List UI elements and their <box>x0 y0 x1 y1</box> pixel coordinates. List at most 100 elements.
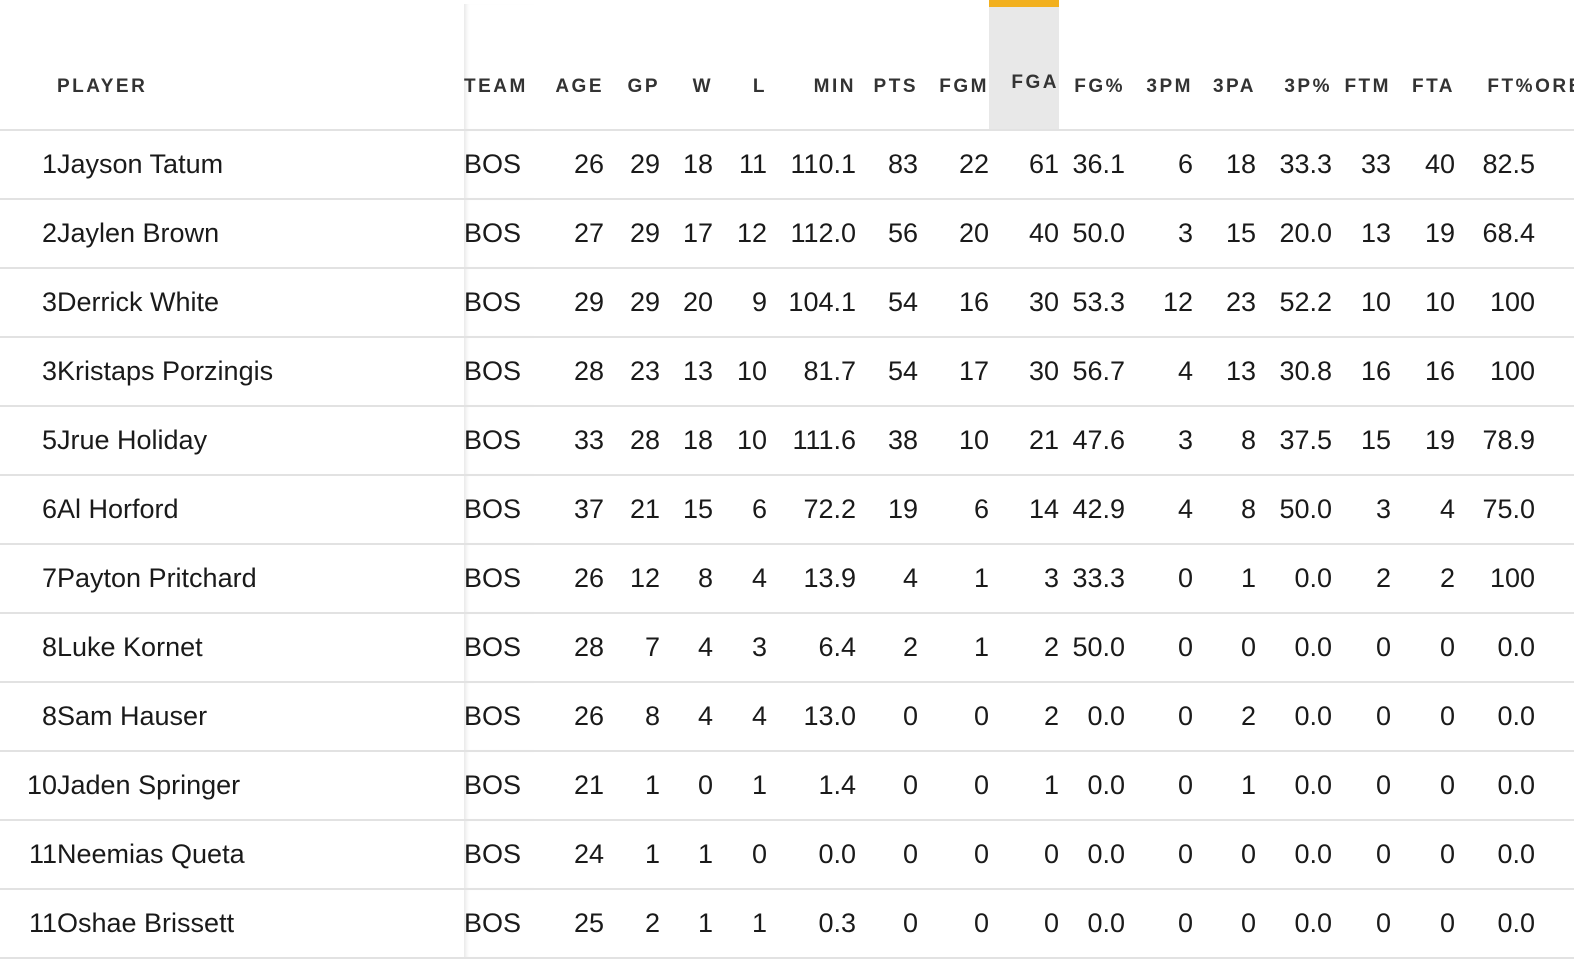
cell-team[interactable]: BOS <box>464 336 534 407</box>
column-header-3pa[interactable]: 3PA <box>1193 3 1256 131</box>
column-header-fta[interactable]: FTA <box>1391 3 1455 131</box>
cell-fgm[interactable]: 22 <box>918 129 989 200</box>
cell-fga[interactable]: 30 <box>989 267 1059 338</box>
table-row: 5 Jrue Holiday BOS 33 28 18 10 111.6 38 10 21 47.6 3… <box>0 405 1574 476</box>
cell-player[interactable]: Jayson Tatum <box>57 129 464 200</box>
cell-3pm[interactable]: 4 <box>1125 474 1193 545</box>
column-header-player[interactable]: PLAYER <box>57 3 464 131</box>
cell-3pa[interactable]: 8 <box>1193 474 1256 545</box>
cell-3pa[interactable]: 2 <box>1193 681 1256 752</box>
column-header-l[interactable]: L <box>713 3 767 131</box>
cell-min: 104.1 <box>767 267 856 338</box>
cell-fgm[interactable]: 17 <box>918 336 989 407</box>
cell-3pa[interactable]: 1 <box>1193 750 1256 821</box>
cell-3pm[interactable]: 3 <box>1125 198 1193 269</box>
cell-oreb <box>1535 612 1574 683</box>
cell-team[interactable]: BOS <box>464 198 534 269</box>
column-header-age[interactable]: AGE <box>534 3 604 131</box>
cell-fga[interactable]: 3 <box>989 543 1059 614</box>
cell-player[interactable]: Jrue Holiday <box>57 405 464 476</box>
cell-3p-pct: 33.3 <box>1256 129 1332 200</box>
cell-l: 1 <box>713 888 767 959</box>
cell-fga[interactable]: 40 <box>989 198 1059 269</box>
column-header-min[interactable]: MIN <box>767 3 856 131</box>
cell-fgm[interactable]: 10 <box>918 405 989 476</box>
cell-3pa[interactable]: 18 <box>1193 129 1256 200</box>
column-header-pts[interactable]: PTS <box>856 3 918 131</box>
cell-min: 110.1 <box>767 129 856 200</box>
cell-player[interactable]: Al Horford <box>57 474 464 545</box>
cell-oreb <box>1535 681 1574 752</box>
cell-pts: 0 <box>856 819 918 890</box>
cell-3pm[interactable]: 6 <box>1125 129 1193 200</box>
cell-fgm[interactable]: 1 <box>918 543 989 614</box>
cell-pts: 54 <box>856 267 918 338</box>
cell-l: 10 <box>713 336 767 407</box>
column-header-ft-pct[interactable]: FT% <box>1455 3 1535 131</box>
cell-3pa[interactable]: 1 <box>1193 543 1256 614</box>
cell-team[interactable]: BOS <box>464 888 534 959</box>
cell-rank: 1 <box>0 129 57 200</box>
cell-fga: 0 <box>989 819 1059 890</box>
cell-team[interactable]: BOS <box>464 267 534 338</box>
cell-player[interactable]: Derrick White <box>57 267 464 338</box>
cell-min: 112.0 <box>767 198 856 269</box>
cell-player[interactable]: Oshae Brissett <box>57 888 464 959</box>
cell-fga[interactable]: 21 <box>989 405 1059 476</box>
cell-3pa[interactable]: 23 <box>1193 267 1256 338</box>
cell-fgm[interactable]: 20 <box>918 198 989 269</box>
cell-w: 18 <box>660 129 713 200</box>
column-header-3pm[interactable]: 3PM <box>1125 3 1193 131</box>
cell-fga[interactable]: 2 <box>989 612 1059 683</box>
cell-team[interactable]: BOS <box>464 543 534 614</box>
cell-team[interactable]: BOS <box>464 129 534 200</box>
cell-fgm[interactable]: 1 <box>918 612 989 683</box>
cell-3p-pct: 0.0 <box>1256 888 1332 959</box>
cell-fgm[interactable]: 16 <box>918 267 989 338</box>
column-header-team[interactable]: TEAM <box>464 3 534 131</box>
cell-team[interactable]: BOS <box>464 474 534 545</box>
column-header-ftm[interactable]: FTM <box>1332 3 1391 131</box>
cell-team[interactable]: BOS <box>464 405 534 476</box>
cell-age: 37 <box>534 474 604 545</box>
cell-team[interactable]: BOS <box>464 681 534 752</box>
cell-player[interactable]: Neemias Queta <box>57 819 464 890</box>
cell-fg-pct: 0.0 <box>1059 819 1125 890</box>
cell-3pa[interactable]: 8 <box>1193 405 1256 476</box>
column-header-oreb[interactable]: OREB <box>1535 3 1574 131</box>
cell-3pm[interactable]: 12 <box>1125 267 1193 338</box>
cell-team[interactable]: BOS <box>464 750 534 821</box>
cell-3p-pct: 0.0 <box>1256 681 1332 752</box>
cell-fga[interactable]: 2 <box>989 681 1059 752</box>
cell-fgm[interactable]: 6 <box>918 474 989 545</box>
cell-player[interactable]: Luke Kornet <box>57 612 464 683</box>
cell-l: 3 <box>713 612 767 683</box>
cell-player[interactable]: Sam Hauser <box>57 681 464 752</box>
cell-fg-pct: 50.0 <box>1059 198 1125 269</box>
column-header-gp[interactable]: GP <box>604 3 660 131</box>
cell-fga[interactable]: 1 <box>989 750 1059 821</box>
cell-w: 1 <box>660 819 713 890</box>
column-header-3p-pct[interactable]: 3P% <box>1256 3 1332 131</box>
cell-3pa[interactable]: 15 <box>1193 198 1256 269</box>
cell-team[interactable]: BOS <box>464 612 534 683</box>
column-header-fg-pct[interactable]: FG% <box>1059 3 1125 131</box>
cell-player[interactable]: Kristaps Porzingis <box>57 336 464 407</box>
cell-3pm[interactable]: 3 <box>1125 405 1193 476</box>
cell-3pa[interactable]: 13 <box>1193 336 1256 407</box>
cell-fga[interactable]: 61 <box>989 129 1059 200</box>
column-header-w[interactable]: W <box>660 3 713 131</box>
cell-player[interactable]: Jaden Springer <box>57 750 464 821</box>
cell-team[interactable]: BOS <box>464 819 534 890</box>
cell-rank: 11 <box>0 819 57 890</box>
column-header-fgm[interactable]: FGM <box>918 3 989 131</box>
column-header-fga[interactable]: FGA <box>989 0 1059 131</box>
cell-3pm[interactable]: 4 <box>1125 336 1193 407</box>
cell-fga[interactable]: 30 <box>989 336 1059 407</box>
cell-l: 11 <box>713 129 767 200</box>
cell-player[interactable]: Jaylen Brown <box>57 198 464 269</box>
cell-fga[interactable]: 14 <box>989 474 1059 545</box>
cell-gp: 28 <box>604 405 660 476</box>
table-row: 2 Jaylen Brown BOS 27 29 17 12 112.0 56 20 40 50.0 3… <box>0 198 1574 269</box>
cell-player[interactable]: Payton Pritchard <box>57 543 464 614</box>
